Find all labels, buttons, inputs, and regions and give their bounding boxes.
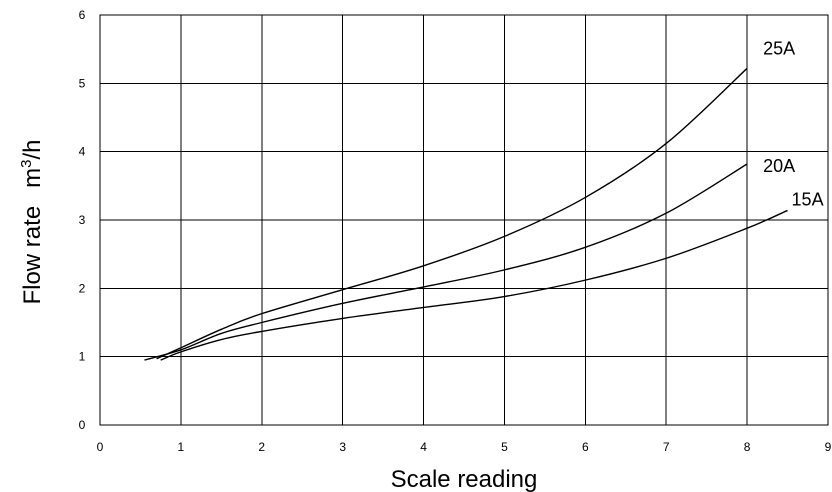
y-axis-title-text: Flow rate [19, 206, 46, 305]
series-label-25a: 25A [763, 38, 795, 58]
y-axis-title: Flow rate m3/h [18, 139, 46, 304]
x-tick-label: 5 [501, 440, 508, 454]
x-axis-title: Scale reading [391, 466, 538, 492]
y-tick-label: 2 [79, 281, 86, 295]
grid-lines [100, 15, 828, 425]
y-axis-unit-base: m [19, 168, 46, 188]
x-tick-label: 6 [582, 440, 589, 454]
x-tick-label: 4 [420, 440, 427, 454]
y-tick-label: 0 [79, 418, 86, 432]
x-tick-label: 0 [97, 440, 104, 454]
y-tick-label: 6 [79, 8, 86, 22]
series-line-15a [160, 209, 788, 361]
x-tick-label: 8 [744, 440, 751, 454]
series-label-15a: 15A [792, 189, 824, 209]
series-curves [144, 67, 788, 361]
plot-frame [99, 14, 829, 426]
series-line-20a [144, 163, 748, 361]
y-tick-label: 4 [79, 145, 86, 159]
y-tick-label: 3 [79, 213, 86, 227]
series-line-25a [156, 67, 748, 360]
x-tick-labels: 0 1 2 3 4 5 6 7 8 9 [97, 440, 832, 454]
y-axis-unit-tail: /h [19, 139, 46, 159]
x-tick-label: 2 [258, 440, 265, 454]
x-tick-label: 9 [825, 440, 832, 454]
x-tick-label: 3 [339, 440, 346, 454]
y-tick-label: 1 [79, 350, 86, 364]
series-label-20a: 20A [763, 156, 795, 176]
x-tick-label: 7 [663, 440, 670, 454]
x-tick-label: 1 [178, 440, 185, 454]
y-axis-unit-exponent: 3 [18, 159, 35, 167]
y-tick-label: 5 [79, 76, 86, 90]
series-labels: 25A 20A 15A [763, 38, 823, 209]
y-tick-labels: 0 1 2 3 4 5 6 [79, 8, 86, 432]
